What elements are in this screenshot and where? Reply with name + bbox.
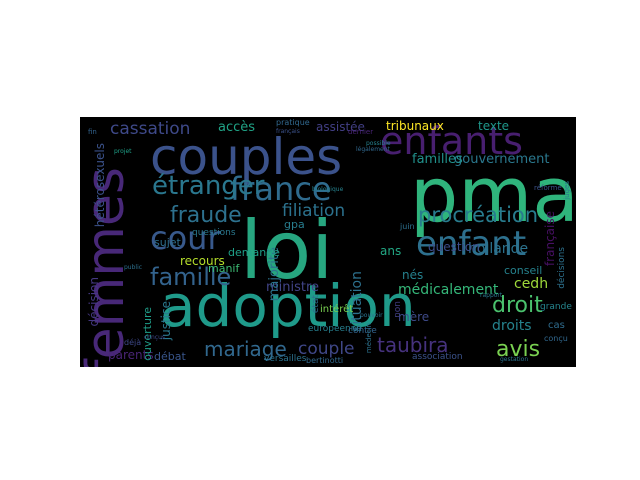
cloud-word: droits <box>492 318 532 334</box>
cloud-word: pma <box>410 150 576 239</box>
cloud-word: français <box>276 128 300 135</box>
cloud-word: possible <box>366 140 391 147</box>
cloud-word: juin <box>400 222 415 231</box>
cloud-word: loi <box>240 204 334 297</box>
cloud-word: famille <box>150 263 232 291</box>
cloud-word: couples <box>150 128 343 186</box>
cloud-word: france <box>230 170 332 208</box>
cloud-word: gpa <box>284 218 305 231</box>
cloud-word: texte <box>478 119 510 133</box>
cloud-word: médicalement <box>398 282 499 298</box>
cloud-word: enfants <box>380 119 523 163</box>
cloud-word: ans <box>380 244 402 258</box>
cloud-word: gestation <box>500 356 529 363</box>
cloud-word: situation <box>349 271 365 332</box>
cloud-word: questions <box>192 228 236 238</box>
cloud-word: procréation <box>418 203 539 227</box>
cloud-word: conçu <box>544 334 568 343</box>
cloud-word: rapport <box>480 292 503 299</box>
cloud-word: nés <box>402 268 424 282</box>
cloud-word: fraude <box>170 203 242 228</box>
cloud-word: hollande <box>468 241 529 257</box>
cloud-word: manif <box>208 262 240 275</box>
cloud-word: biologique <box>312 186 344 193</box>
cloud-word: réforme <box>534 184 562 192</box>
cloud-word: cassation <box>110 119 191 139</box>
cloud-word: débat <box>154 350 186 363</box>
cloud-word: pratique <box>276 118 310 127</box>
cloud-word: conseil <box>504 264 543 277</box>
cloud-word: parents <box>108 348 154 362</box>
word-cloud: loi pma adoption couples femmes enfants enfant… <box>80 117 576 367</box>
cloud-word: adoption <box>160 272 416 340</box>
cloud-word: filiation <box>282 201 346 221</box>
cloud-word: enfant <box>416 224 527 264</box>
cloud-word: médecin <box>365 323 373 354</box>
cloud-word: déjà <box>124 338 142 347</box>
cloud-word: association <box>412 352 463 362</box>
cloud-word: recours <box>180 254 225 268</box>
cloud-word: hétérosexuels <box>93 143 107 228</box>
cloud-word: décisions <box>557 247 567 289</box>
cloud-word: pouvoir <box>360 312 383 319</box>
cloud-word: ministre <box>266 280 320 295</box>
cloud-word: accès <box>218 120 256 135</box>
cloud-word: assistée <box>316 120 365 134</box>
cloud-word: mariage <box>204 337 287 361</box>
cloud-word: versailles <box>264 354 307 364</box>
cloud-word: gouvernement <box>454 152 550 167</box>
cloud-word: tribunaux <box>386 119 444 133</box>
cloud-word: bertinotti <box>306 356 344 365</box>
cloud-word: état <box>311 295 321 314</box>
cloud-word: non <box>393 301 403 318</box>
cloud-word: familles <box>412 152 463 167</box>
cloud-word: question <box>428 240 480 254</box>
cloud-word: cour <box>150 219 221 257</box>
cloud-word: conçus <box>144 334 165 341</box>
cloud-word: droit <box>492 293 543 318</box>
cloud-word: projet <box>114 148 132 155</box>
cloud-word: légalement <box>356 146 390 153</box>
cloud-word: avis <box>496 337 541 362</box>
cloud-word: contre <box>348 326 377 336</box>
cloud-word: sujet <box>154 236 181 249</box>
cloud-word: française <box>543 211 557 267</box>
cloud-word: juges <box>563 181 571 200</box>
cloud-word: dernier <box>348 128 374 136</box>
cloud-word: intérêt <box>320 304 354 315</box>
cloud-word: cedh <box>514 276 549 292</box>
cloud-word: cas <box>548 320 565 331</box>
cloud-word: décision <box>87 277 101 327</box>
cloud-word: mère <box>398 310 430 324</box>
cloud-word: demande <box>228 246 280 259</box>
cloud-word: fin <box>88 128 97 136</box>
cloud-word: étranger <box>152 171 265 201</box>
cloud-word: taubira <box>377 333 449 357</box>
cloud-word: couple <box>298 339 355 359</box>
cloud-word: grande <box>540 302 572 312</box>
cloud-word: européenne <box>308 324 362 334</box>
cloud-word: public <box>124 264 143 271</box>
